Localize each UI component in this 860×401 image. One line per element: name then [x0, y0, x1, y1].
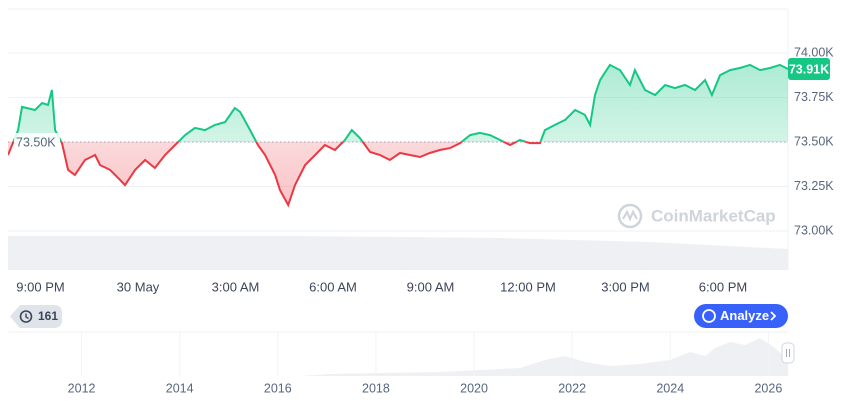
watermark-logo-mark	[622, 209, 638, 222]
navigator-tick-label: 2014	[166, 381, 194, 395]
analyze-bg	[694, 304, 788, 328]
navigator-tick-label: 2020	[460, 381, 488, 395]
baseline-label-bg	[14, 133, 60, 151]
x-tick-label: 12:00 PM	[500, 279, 556, 294]
navigator	[8, 331, 795, 376]
navigator-area	[8, 338, 788, 376]
x-tick-label: 6:00 AM	[309, 279, 357, 294]
navigator-tick-label: 2024	[656, 381, 684, 395]
navigator-tick-label: 2022	[558, 381, 586, 395]
area-up	[8, 64, 788, 142]
watermark-text: CoinMarketCap	[651, 206, 776, 225]
badge-icon	[19, 310, 33, 323]
baseline-label: 73.50K	[16, 135, 56, 149]
x-tick-label: 3:00 AM	[212, 279, 260, 294]
x-tick-label: 6:00 PM	[699, 279, 747, 294]
x-tick-label: 9:00 AM	[407, 279, 455, 294]
navigator-tick-label: 2016	[264, 381, 292, 395]
navigator-tick-label: 2026	[754, 381, 782, 395]
area-down	[8, 142, 788, 205]
current-price-label: 73.91K	[789, 62, 829, 76]
price-line-up	[12, 63, 788, 142]
y-tick-label: 73.00K	[794, 223, 834, 237]
history-badge[interactable]: 161	[10, 305, 62, 328]
x-tick-label: 30 May	[117, 279, 160, 294]
watermark-logo	[617, 203, 643, 229]
navigator-handle[interactable]	[781, 342, 795, 364]
y-tick-label: 74.00K	[794, 45, 834, 59]
analyze-button[interactable]: Analyze	[694, 304, 788, 328]
watermark: CoinMarketCap	[617, 203, 776, 229]
analyze-text: Analyze	[720, 308, 769, 323]
y-tick-label: 73.75K	[794, 90, 834, 104]
y-tick-label: 73.50K	[794, 134, 834, 148]
badge-bg	[10, 305, 62, 328]
badge-text: 161	[38, 309, 58, 323]
navigator-tick-label: 2012	[68, 381, 96, 395]
volume-area	[8, 236, 788, 270]
analyze-icon	[702, 309, 716, 323]
price-line-down	[8, 142, 542, 208]
x-tick-label: 9:00 PM	[16, 279, 64, 294]
current-price-bg	[788, 58, 830, 81]
badge-icon-hand	[25, 313, 29, 320]
y-tick-label: 73.25K	[794, 179, 834, 193]
navigator-tick-label: 2018	[362, 381, 390, 395]
analyze-chevron	[770, 311, 777, 321]
x-tick-label: 3:00 PM	[601, 279, 649, 294]
